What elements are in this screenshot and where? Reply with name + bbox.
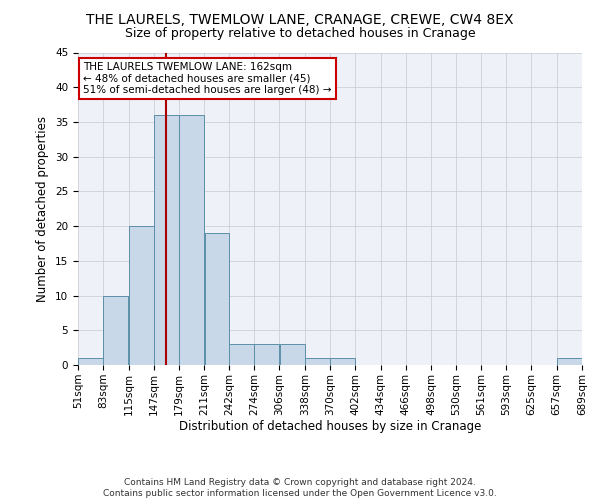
Bar [305,358,330,365]
Text: THE LAURELS TWEMLOW LANE: 162sqm
← 48% of detached houses are smaller (45)
51% o: THE LAURELS TWEMLOW LANE: 162sqm ← 48% o… [83,62,332,95]
Bar [205,233,229,365]
X-axis label: Distribution of detached houses by size in Cranage: Distribution of detached houses by size … [179,420,481,434]
Bar [557,358,582,365]
Text: Size of property relative to detached houses in Cranage: Size of property relative to detached ho… [125,28,475,40]
Bar [103,296,128,365]
Text: Contains HM Land Registry data © Crown copyright and database right 2024.
Contai: Contains HM Land Registry data © Crown c… [103,478,497,498]
Bar [129,226,154,365]
Bar [78,358,103,365]
Bar [330,358,355,365]
Bar [280,344,305,365]
Bar [154,115,179,365]
Bar [179,115,204,365]
Text: THE LAURELS, TWEMLOW LANE, CRANAGE, CREWE, CW4 8EX: THE LAURELS, TWEMLOW LANE, CRANAGE, CREW… [86,12,514,26]
Bar [229,344,254,365]
Y-axis label: Number of detached properties: Number of detached properties [37,116,49,302]
Bar [254,344,279,365]
